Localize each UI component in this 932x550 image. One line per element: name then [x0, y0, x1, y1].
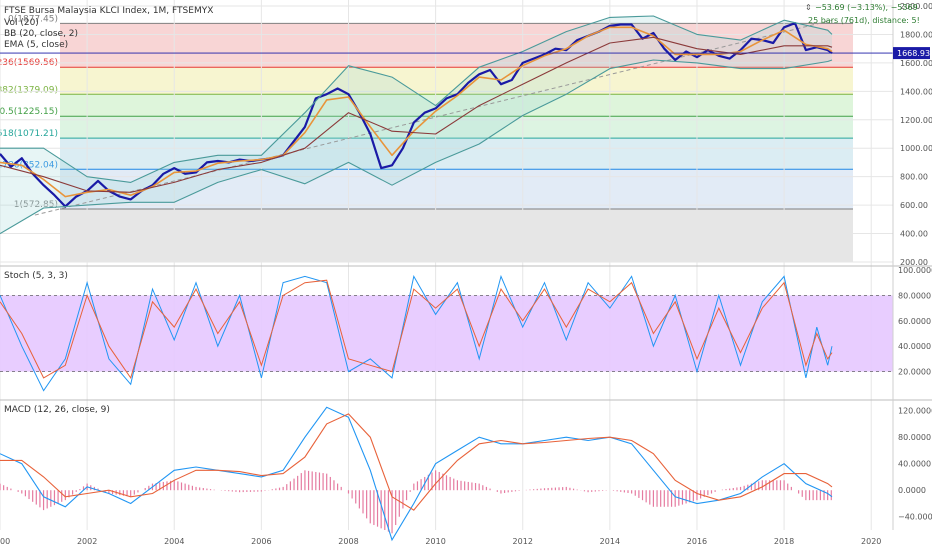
bb-label[interactable]: BB (20, close, 2) [4, 29, 78, 39]
y-tick-label: 1000.00 [900, 144, 932, 153]
vol-label[interactable]: Vol (20) [4, 18, 39, 28]
fib-level-label: 0.5(1225.15) [0, 107, 58, 117]
fib-level-label: 0.618(1071.21) [0, 129, 58, 139]
fib-zone [60, 169, 853, 209]
x-tick-label: 2020 [861, 537, 881, 546]
fib-zone [60, 94, 853, 117]
y-tick-label: 200.00 [900, 258, 928, 267]
fib-zone [60, 116, 853, 139]
price-pane[interactable] [0, 15, 893, 235]
series-bb-upper[interactable] [0, 15, 833, 183]
y-tick-label: 1800.00 [900, 30, 932, 39]
fib-level-label: 0.382(1379.09) [0, 85, 58, 95]
stoch-tick-label: 40.0000 [898, 342, 931, 351]
fib-zone [60, 208, 853, 262]
macd-signal-line[interactable] [0, 413, 833, 511]
ema-label[interactable]: EMA (5, close) [4, 40, 68, 50]
stoch-pct-K[interactable] [0, 274, 833, 392]
macd-tick-label: 120.0000 [898, 407, 932, 416]
macd-pane[interactable] [0, 406, 833, 542]
chart-title: FTSE Bursa Malaysia KLCI Index, 1M, FTSE… [4, 6, 213, 16]
x-tick-label: 2014 [600, 537, 620, 546]
macd-tick-label: 40.0000 [898, 460, 931, 469]
series-bb-middle[interactable] [0, 36, 833, 193]
stoch-pct-D[interactable] [0, 279, 833, 380]
macd-tick-label: −40.0000 [898, 513, 932, 522]
macd-tick-label: 80.0000 [898, 433, 931, 442]
x-tick-label: 2012 [513, 537, 533, 546]
trend-line[interactable] [34, 19, 833, 216]
bb-fill [0, 16, 832, 234]
y-tick-label: 600.00 [900, 201, 928, 210]
macd-label[interactable]: MACD (12, 26, close, 9) [4, 405, 110, 415]
x-tick-label: 2002 [77, 537, 97, 546]
series-bb-lower[interactable] [0, 59, 833, 235]
macd-tick-label: 0.0000 [898, 486, 926, 495]
y-tick-label: 2000.00 [900, 2, 932, 11]
x-tick-label: 2016 [687, 537, 707, 546]
x-tick-label: 2010 [425, 537, 445, 546]
x-tick-label: 2008 [338, 537, 358, 546]
fib-zone [60, 67, 853, 95]
macd-macd-line[interactable] [0, 406, 833, 542]
y-tick-label: 1400.00 [900, 87, 932, 96]
fibonacci-retracement[interactable]: 0(1877.45)0.236(1569.56)0.382(1379.09)0.… [0, 14, 853, 262]
x-tick-label: 2004 [164, 537, 184, 546]
last-price-marker [893, 47, 930, 60]
fib-level-label: 0.786(852.04) [0, 160, 58, 170]
stoch-pane[interactable] [0, 274, 893, 392]
series-ema[interactable] [0, 26, 833, 198]
stoch-tick-label: 20.0000 [898, 368, 931, 377]
measure-icon: ⇕ [805, 3, 812, 12]
x-tick-label: 2018 [774, 537, 794, 546]
y-tick-label: 800.00 [900, 173, 928, 182]
y-tick-label: 1200.00 [900, 116, 932, 125]
measure-bars: 25 bars (761d), distance: 5! [808, 16, 920, 25]
x-tick-label: 2006 [251, 537, 271, 546]
measure-change: −53.69 (−3.13%), −5369 [815, 3, 918, 12]
fib-level-label: 0(1877.45) [8, 14, 58, 24]
x-tick-label: 2000 [0, 537, 10, 546]
stoch-tick-label: 80.0000 [898, 291, 931, 300]
y-tick-label: 1600.00 [900, 59, 932, 68]
last-price-value: 1668.93 [897, 49, 930, 58]
fib-zone [60, 23, 853, 68]
grid [0, 0, 893, 530]
stoch-tick-label: 100.0000 [898, 266, 932, 275]
stoch-tick-label: 60.0000 [898, 317, 931, 326]
y-tick-label: 400.00 [900, 230, 928, 239]
stoch-label[interactable]: Stoch (5, 3, 3) [4, 271, 68, 281]
stoch-band [0, 295, 893, 372]
